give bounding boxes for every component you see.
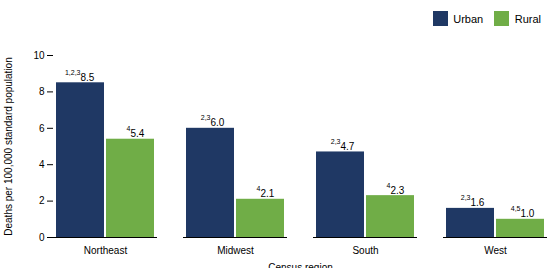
svg-text:4: 4 xyxy=(386,181,391,189)
svg-text:1.6: 1.6 xyxy=(471,197,485,208)
svg-text:2.1: 2.1 xyxy=(261,188,275,199)
svg-text:2,3: 2,3 xyxy=(201,114,211,121)
svg-text:2: 2 xyxy=(39,195,45,206)
html-text:Rural: Rural xyxy=(514,12,541,25)
svg-text:8.5: 8.5 xyxy=(81,71,95,82)
svg-text:6: 6 xyxy=(39,122,45,133)
svg-text:South: South xyxy=(352,244,378,255)
svg-text:4: 4 xyxy=(39,158,45,169)
svg-text:4.7: 4.7 xyxy=(341,140,355,151)
svg-text:2.3: 2.3 xyxy=(391,184,405,195)
svg-text:2,3: 2,3 xyxy=(331,137,341,144)
svg-text:5.4: 5.4 xyxy=(131,128,145,139)
svg-text:1,2,3: 1,2,3 xyxy=(65,68,81,75)
svg-text:4: 4 xyxy=(256,184,261,192)
svg-text:West: West xyxy=(484,244,507,255)
svg-text:0: 0 xyxy=(39,231,45,242)
svg-text:1.0: 1.0 xyxy=(521,208,535,219)
svg-text:Northeast: Northeast xyxy=(84,244,128,255)
svg-text:4: 4 xyxy=(126,124,131,132)
svg-text:8: 8 xyxy=(39,86,45,97)
svg-text:6.0: 6.0 xyxy=(211,117,225,128)
svg-text:2,3: 2,3 xyxy=(461,194,471,201)
html-text:Urban: Urban xyxy=(453,12,484,25)
svg-text:Midwest: Midwest xyxy=(217,244,254,255)
svg-text:4,5: 4,5 xyxy=(511,205,521,212)
svg-text:Deaths per 100,000 standard po: Deaths per 100,000 standard population xyxy=(3,57,14,235)
svg-text:10: 10 xyxy=(33,49,45,60)
svg-text:Census region: Census region xyxy=(268,261,332,268)
